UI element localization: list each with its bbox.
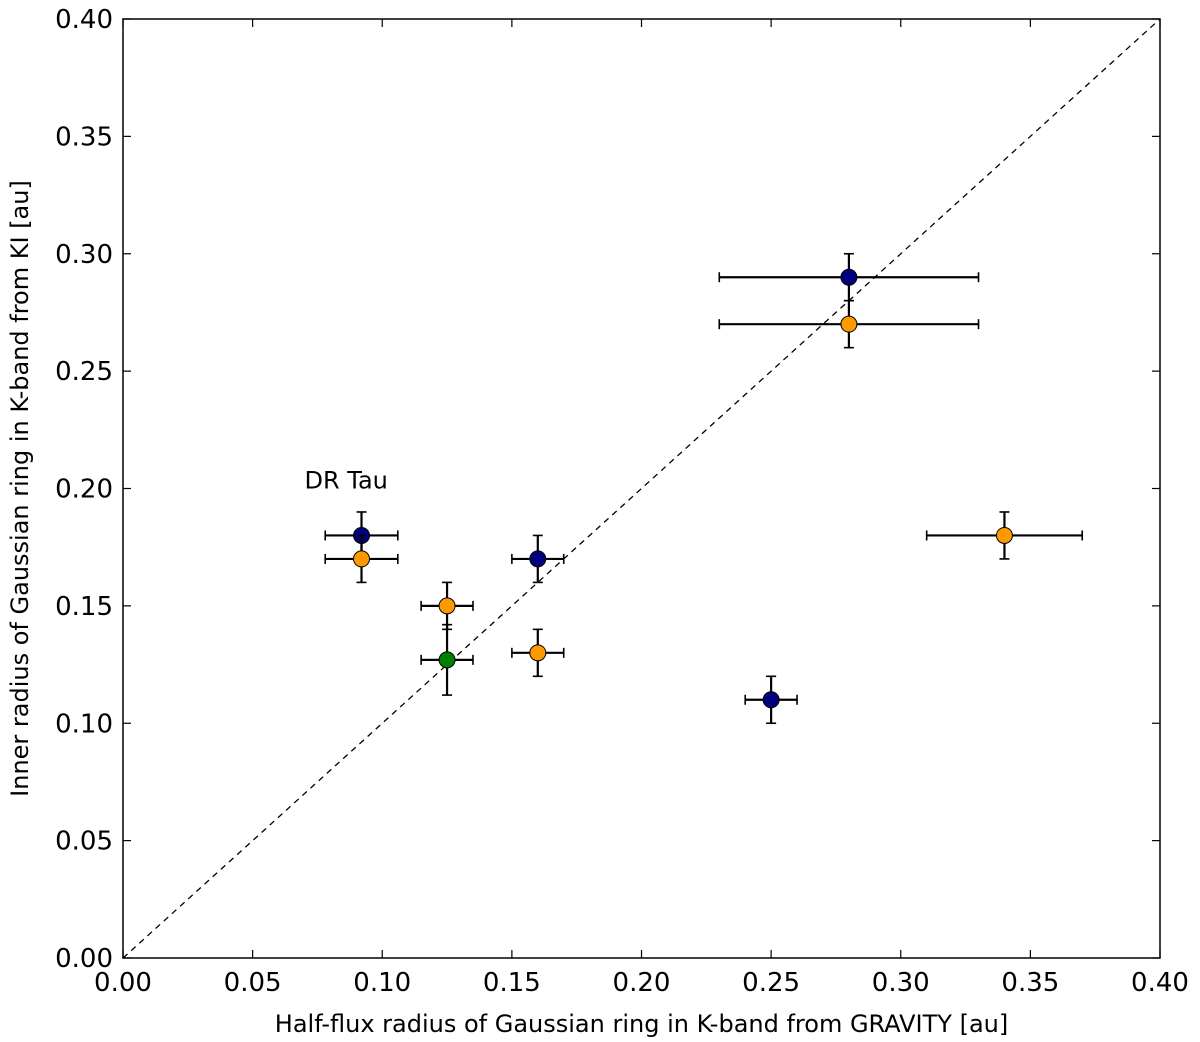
data-point-orange: [718, 299, 980, 349]
y-tick-label: 0.00: [55, 944, 113, 974]
y-axis-title: Inner radius of Gaussian ring in K-band …: [6, 180, 34, 797]
y-tick-label: 0.20: [55, 475, 113, 505]
data-point-navy: [744, 675, 798, 725]
data-point-navy: [718, 252, 980, 302]
diagonal-reference-line: [122, 18, 1161, 959]
x-tick-label: 0.20: [613, 968, 671, 998]
data-point-orange: [511, 628, 565, 678]
x-tick-label: 0.35: [1001, 968, 1059, 998]
marker-green: [438, 651, 456, 669]
x-tick-label: 0.25: [742, 968, 800, 998]
ticks-layer: 0.00 0.05 0.10 0.15 0.20 0.25 0.30 0.35 0.40 0.00…: [55, 5, 1189, 998]
annotations-layer: DR Tau: [304, 467, 387, 495]
y-tick-label: 0.30: [55, 240, 113, 270]
y-tick-label: 0.05: [55, 827, 113, 857]
marker-navy: [840, 268, 858, 286]
data-point-green: [420, 623, 474, 696]
data-point-orange: [420, 581, 474, 631]
annotation-label: DR Tau: [304, 467, 387, 495]
y-tick-label: 0.35: [55, 122, 113, 152]
x-tick-label: 0.00: [94, 968, 152, 998]
marker-orange: [529, 644, 547, 662]
marker-orange: [840, 315, 858, 333]
y-tick-label: 0.10: [55, 709, 113, 739]
x-tick-label: 0.05: [224, 968, 282, 998]
data-point-navy: [511, 534, 565, 584]
x-tick-label: 0.10: [353, 968, 411, 998]
y-tick-label: 0.25: [55, 357, 113, 387]
x-axis-title: Half-flux radius of Gaussian ring in K-b…: [275, 1010, 1008, 1038]
x-tick-label: 0.30: [872, 968, 930, 998]
marker-orange: [438, 597, 456, 615]
marker-orange: [995, 526, 1013, 544]
x-tick-label: 0.40: [1131, 968, 1189, 998]
x-tick-label: 0.15: [483, 968, 541, 998]
reference-line-layer: [122, 18, 1161, 959]
marker-navy: [762, 691, 780, 709]
marker-navy: [529, 550, 547, 568]
y-tick-label: 0.40: [55, 5, 113, 35]
data-point-orange: [324, 534, 399, 584]
marker-orange: [353, 550, 371, 568]
data-points-layer: [324, 252, 1084, 725]
y-tick-label: 0.15: [55, 592, 113, 622]
data-point-orange: [925, 511, 1084, 560]
